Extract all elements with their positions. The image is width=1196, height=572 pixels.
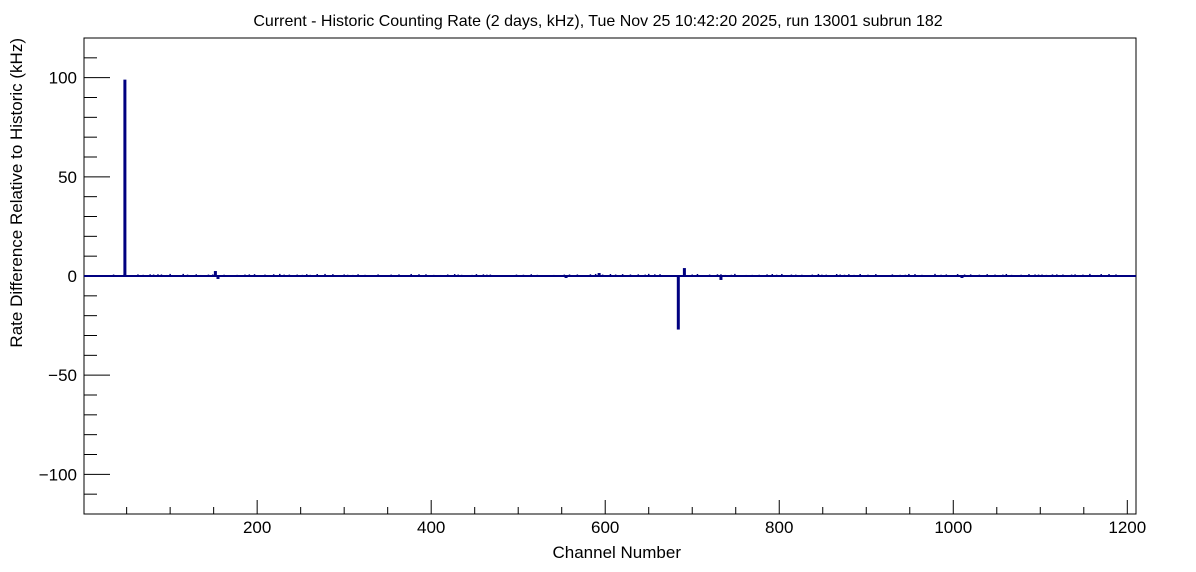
y-tick-label: −100 <box>39 465 77 484</box>
y-axis-label: Rate Difference Relative to Historic (kH… <box>7 38 26 348</box>
x-tick-label: 1200 <box>1108 518 1146 537</box>
y-tick-label: 0 <box>68 267 77 286</box>
y-tick-label: −50 <box>48 366 77 385</box>
x-axis-label: Channel Number <box>552 543 681 562</box>
x-tick-label: 600 <box>591 518 619 537</box>
y-axis-ticks: −100 −50 0 50 100 <box>39 57 110 495</box>
x-tick-label: 800 <box>765 518 793 537</box>
x-tick-label: 1000 <box>934 518 972 537</box>
x-tick-label: 400 <box>417 518 445 537</box>
x-axis-ticks: 200 400 600 800 1000 1200 <box>126 500 1146 537</box>
y-tick-label: 50 <box>58 168 77 187</box>
y-tick-label: 100 <box>49 69 77 88</box>
chart-title: Current - Historic Counting Rate (2 days… <box>253 13 942 30</box>
x-tick-label: 200 <box>243 518 271 537</box>
data-bars <box>84 79 1136 330</box>
